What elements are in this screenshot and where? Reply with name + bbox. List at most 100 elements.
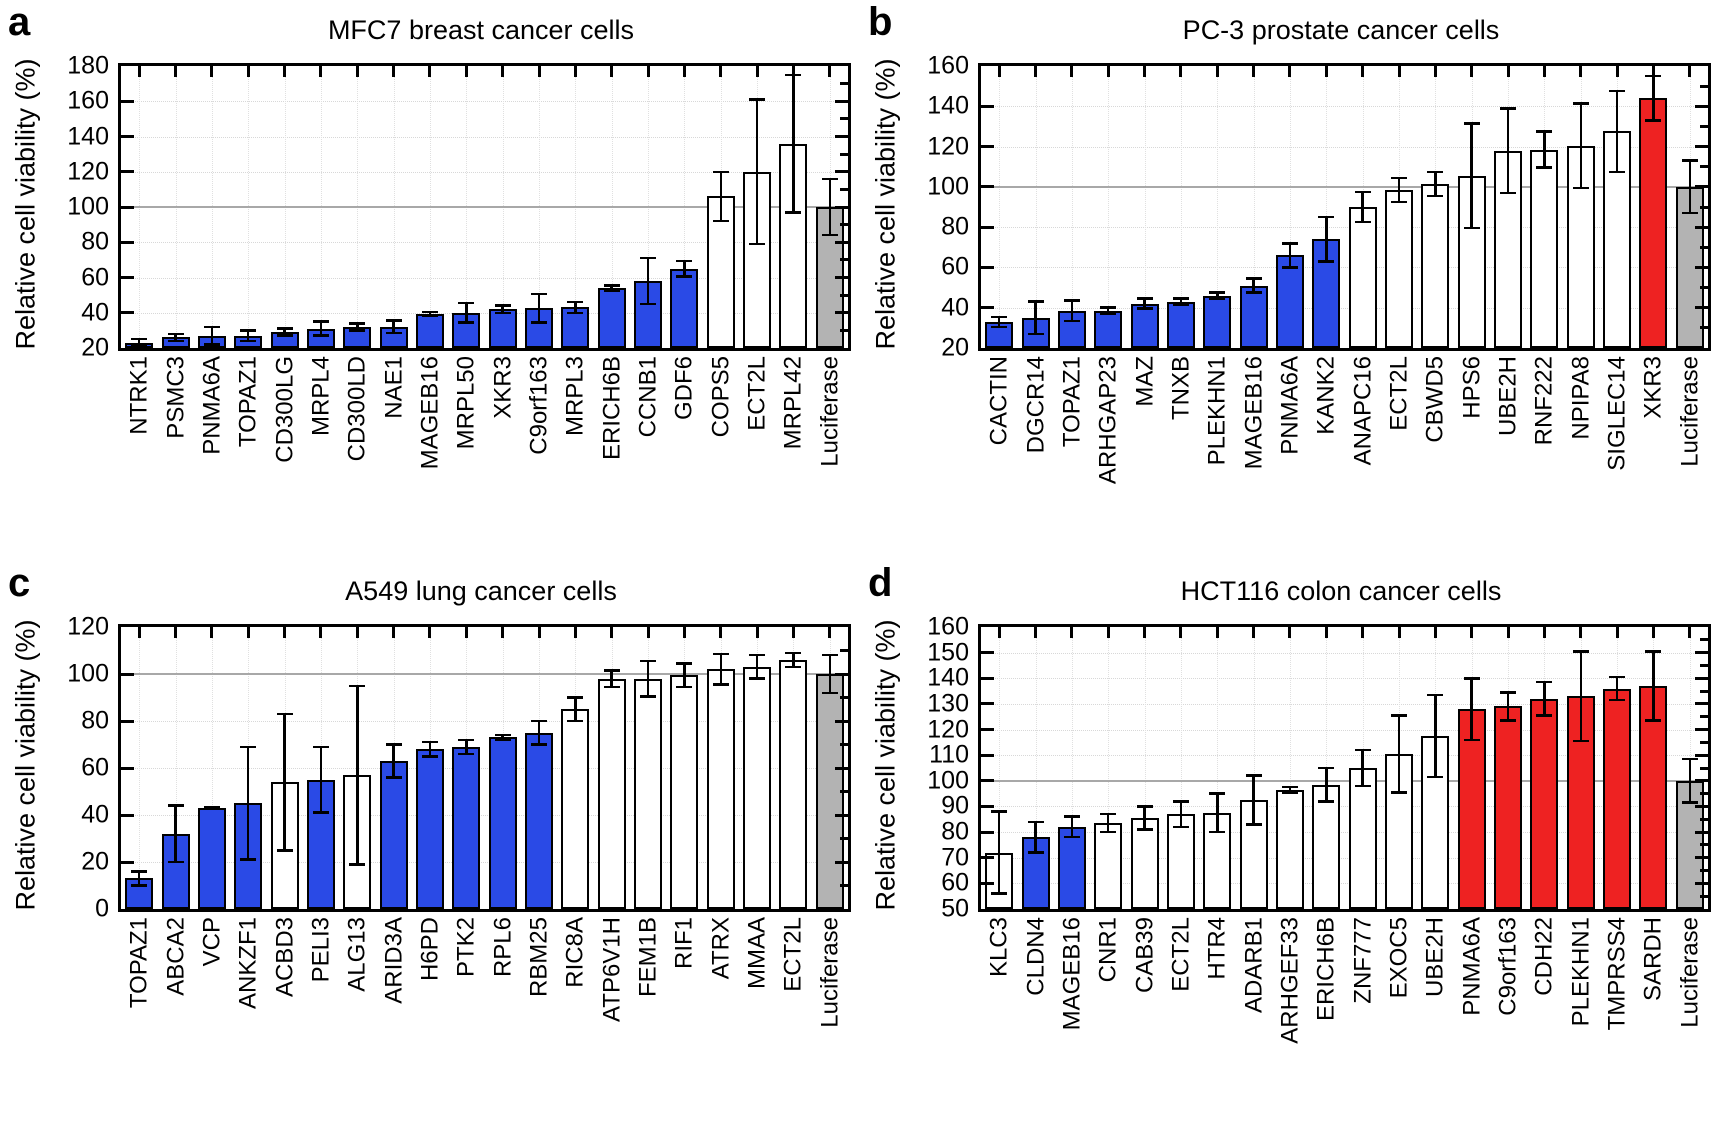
bar-ARHGEF33 [1275, 789, 1304, 909]
x-tick-label-ARHGAP23: ARHGAP23 [1094, 356, 1122, 485]
error-bar-line-PTK2 [465, 739, 468, 754]
x-tick-label-C9orf163: C9orf163 [1494, 917, 1522, 1016]
y-major-tick-left [981, 856, 994, 860]
x-top-tick [1215, 66, 1219, 77]
y-major-tick-left [981, 830, 994, 834]
y-major-tick-left [981, 265, 994, 269]
error-bar-cap-bottom-ERICH6B [1318, 800, 1335, 803]
error-bar-cap-bottom-C9orf163 [1500, 719, 1517, 722]
error-bar-cap-top-MAGEB16 [1245, 277, 1262, 280]
bar-TNXB [1166, 301, 1195, 348]
v-gridline [211, 627, 213, 909]
x-tick-label-ATP6V1H: ATP6V1H [598, 917, 626, 1022]
x-tick-label-Luciferase: Luciferase [1676, 917, 1704, 1028]
v-gridline [139, 627, 141, 909]
y-major-tick-right [835, 766, 848, 770]
error-bar-cap-top-ATP6V1H [603, 669, 620, 672]
error-bar-cap-top-MAGEB16 [421, 310, 438, 314]
chart-title-c: A549 lung cancer cells [345, 576, 617, 606]
plot-area-b: 20 40 60 80 100 120 140 160 CACTIN DGCR14 TOPAZ1 AR… [927, 53, 1711, 484]
y-tick-label: 40 [941, 293, 969, 322]
x-tick-label-ECT2L: ECT2L [743, 356, 771, 431]
y-tick-label: 20 [81, 847, 109, 876]
error-bar-line-CD300LG [283, 328, 286, 336]
error-bar-cap-bottom-Luciferase [821, 691, 838, 695]
y-major-tick-right [1695, 676, 1708, 680]
y-major-tick-left [981, 753, 994, 757]
y-major-tick-left [981, 676, 994, 680]
error-bar-cap-top-ATRX [712, 652, 729, 656]
error-bar-cap-top-CAB39 [1136, 805, 1153, 808]
y-tick-label: 100 [67, 192, 109, 221]
error-bar-cap-top-ARID3A [385, 743, 402, 746]
x-top-tick [1470, 627, 1474, 638]
error-bar-cap-top-HTR4 [1209, 792, 1226, 795]
v-gridline [1108, 66, 1110, 348]
v-gridline [1071, 66, 1073, 348]
y-minor-tick-right [840, 293, 848, 297]
error-bar-cap-bottom-PTK2 [458, 752, 475, 756]
x-tick-label-EXOC5: EXOC5 [1385, 917, 1413, 999]
error-bar-cap-bottom-KLC3 [991, 892, 1008, 895]
error-bar-cap-bottom-CDH22 [1536, 714, 1553, 717]
y-tick-label: 60 [941, 868, 969, 897]
y-major-tick-left [981, 306, 994, 310]
v-gridline [999, 627, 1001, 909]
error-bar-line-ATP6V1H [610, 670, 613, 687]
y-tick-label: 20 [81, 333, 109, 362]
x-tick-label-TMPRSS4: TMPRSS4 [1603, 917, 1631, 1031]
error-bar-cap-top-ZNF777 [1354, 748, 1371, 752]
error-bar-cap-top-ANKZF1 [240, 745, 257, 749]
error-bar-cap-bottom-TMPRSS4 [1609, 698, 1626, 702]
x-tick-label-ACBD3: ACBD3 [270, 917, 298, 998]
x-top-tick [1506, 627, 1510, 638]
x-tick-label-ANAPC16: ANAPC16 [1349, 356, 1377, 466]
bar-CAB39 [1130, 817, 1159, 909]
error-bar-line-CD300LD [356, 323, 359, 331]
y-major-tick-left [121, 135, 134, 138]
y-major-tick-left [981, 779, 994, 783]
x-top-tick [283, 627, 287, 638]
h-gridline [121, 136, 848, 138]
error-bar-cap-bottom-NPIPA8 [1572, 186, 1589, 190]
x-top-tick [828, 66, 832, 77]
x-tick-label-ARHGEF33: ARHGEF33 [1276, 917, 1304, 1044]
y-tick-label: 100 [927, 766, 969, 795]
error-bar-line-COPS5 [719, 171, 723, 222]
bar-H6PD [415, 749, 444, 909]
y-minor-tick-right [1700, 740, 1708, 744]
y-tick-label: 120 [927, 132, 969, 161]
y-minor-tick-right [840, 837, 848, 840]
x-tick-label-ERICH6B: ERICH6B [598, 356, 626, 461]
x-top-tick [464, 66, 468, 77]
h-gridline [121, 242, 848, 244]
error-bar-cap-bottom-ABCA2 [167, 860, 184, 864]
error-bar-cap-top-MRPL50 [458, 301, 475, 305]
error-bar-cap-bottom-MAGEB16 [421, 314, 438, 317]
h-gridline [981, 146, 1708, 148]
x-top-tick [355, 66, 359, 77]
bar-MAZ [1130, 303, 1159, 348]
error-bar-cap-bottom-ECT2L [1172, 825, 1189, 829]
error-bar-cap-top-MRPL42 [785, 73, 802, 77]
bar-RNF222 [1530, 149, 1559, 348]
x-top-tick [1397, 66, 1401, 77]
x-top-tick [997, 627, 1001, 638]
y-minor-tick-right [1700, 124, 1708, 128]
y-major-tick-right [1695, 145, 1708, 149]
y-tick-label: 60 [941, 252, 969, 281]
h-gridline [981, 883, 1708, 885]
error-bar-cap-top-SIGLEC14 [1609, 89, 1626, 93]
bar-ZNF777 [1348, 768, 1377, 909]
x-top-tick [1215, 627, 1219, 638]
error-bar-line-SARDH [1652, 651, 1655, 721]
x-tick-label-Luciferase: Luciferase [816, 917, 844, 1028]
y-major-tick-left [121, 170, 134, 174]
y-tick-label: 140 [67, 122, 109, 150]
h-gridline [981, 857, 1708, 859]
v-gridline [1217, 627, 1219, 909]
y-tick-label: 80 [81, 227, 109, 256]
h-gridline [981, 678, 1708, 680]
error-bar-line-ARID3A [392, 744, 395, 778]
error-bar-cap-bottom-ECT2L [749, 242, 766, 246]
